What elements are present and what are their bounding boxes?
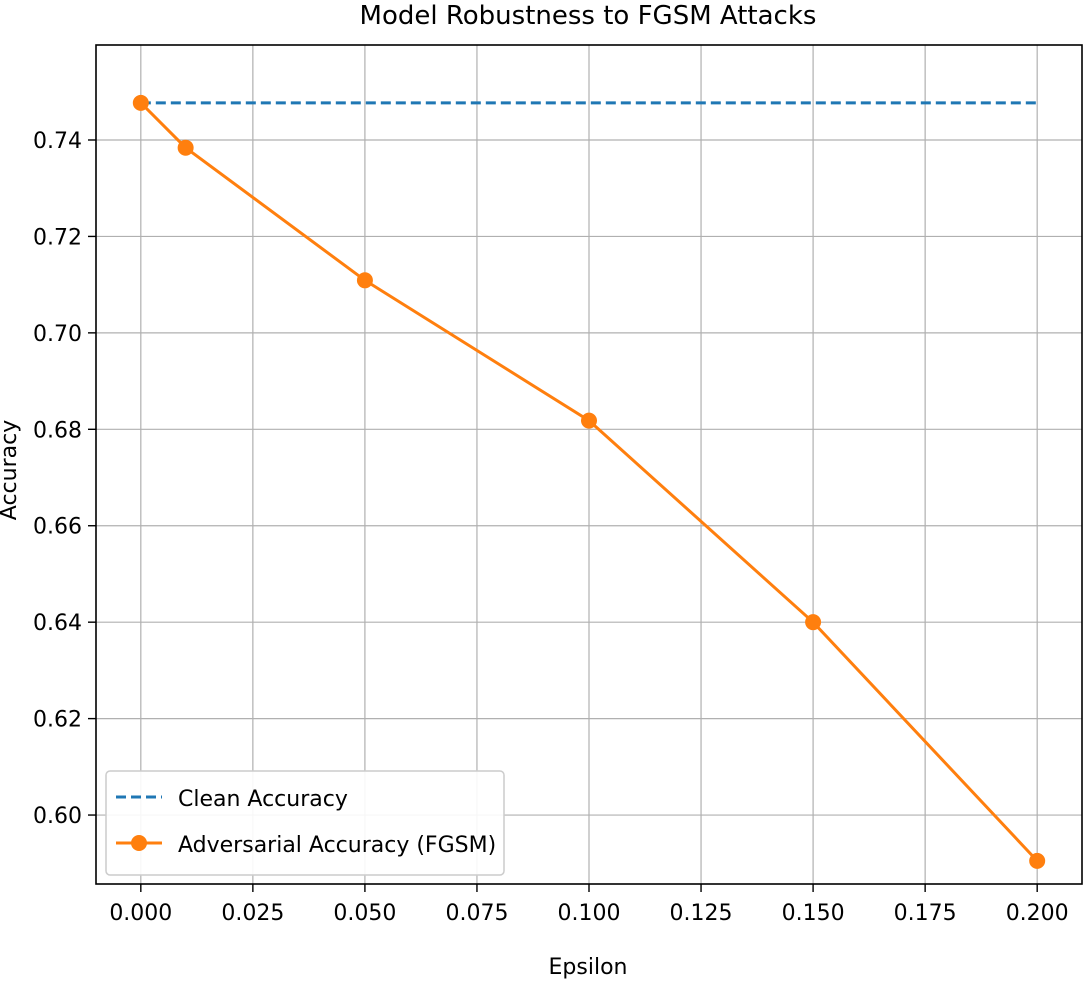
y-tick-label: 0.60	[33, 804, 82, 829]
y-tick-label: 0.64	[33, 611, 82, 636]
y-tick-label: 0.74	[33, 129, 82, 154]
x-tick-label: 0.075	[445, 901, 508, 926]
y-axis-ticks: 0.60 0.62 0.64 0.66 0.68 0.70 0.72 0.74	[33, 129, 96, 829]
adversarial-accuracy-point	[581, 412, 597, 429]
y-tick-label: 0.70	[33, 322, 82, 347]
x-tick-label: 0.100	[558, 901, 621, 926]
adversarial-accuracy-point	[805, 614, 822, 631]
y-tick-label: 0.62	[33, 708, 82, 733]
adversarial-accuracy-point	[1029, 852, 1046, 869]
chart-title: Model Robustness to FGSM Attacks	[360, 1, 817, 31]
y-axis-label: Accuracy	[0, 420, 22, 520]
legend: Clean Accuracy Adversarial Accuracy (FGS…	[105, 770, 505, 876]
x-tick-label: 0.025	[221, 901, 284, 926]
x-axis-ticks: 0.000 0.025 0.050 0.075 0.100 0.125 0.150 0.175…	[109, 884, 1069, 926]
grid-lines	[96, 45, 1082, 884]
legend-label-adversarial-accuracy: Adversarial Accuracy (FGSM)	[178, 833, 496, 858]
adversarial-accuracy-line	[139, 101, 1039, 862]
legend-marker-adversarial-accuracy	[131, 835, 147, 851]
x-tick-label: 0.000	[109, 901, 172, 926]
y-tick-label: 0.68	[33, 418, 82, 443]
x-tick-label: 0.050	[333, 901, 396, 926]
y-tick-label: 0.66	[33, 515, 82, 540]
x-axis-label: Epsilon	[549, 955, 628, 980]
plot-series	[132, 94, 1046, 869]
adversarial-accuracy-point	[356, 272, 373, 289]
adversarial-accuracy-point	[132, 94, 149, 111]
legend-label-clean-accuracy: Clean Accuracy	[178, 787, 348, 812]
x-tick-label: 0.175	[894, 901, 957, 926]
legend-box	[105, 770, 505, 876]
x-tick-label: 0.200	[1006, 901, 1069, 926]
x-tick-label: 0.150	[782, 901, 845, 926]
x-tick-label: 0.125	[670, 901, 733, 926]
y-tick-label: 0.72	[33, 225, 82, 250]
adversarial-accuracy-point	[177, 139, 194, 156]
